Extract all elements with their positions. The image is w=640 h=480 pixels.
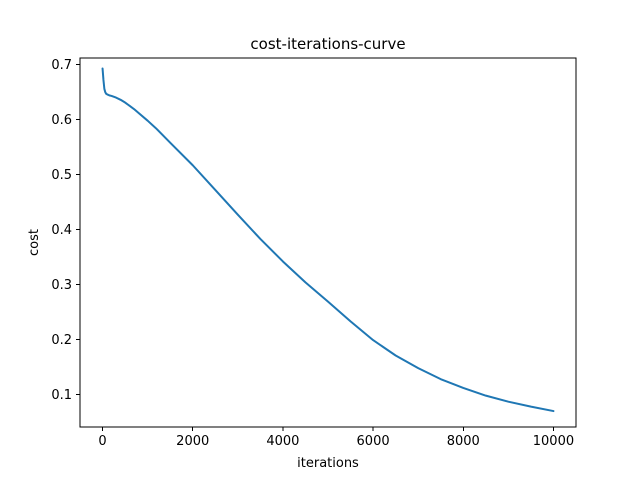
series-layer <box>101 67 555 413</box>
x-axis-label: iterations <box>297 456 359 471</box>
x-axis-ticks: 0 2000 4000 6000 8000 10000 <box>98 427 574 449</box>
y-tick-label: 0.5 <box>51 168 72 183</box>
x-tick-label: 2000 <box>176 434 209 449</box>
y-tick-label: 0.7 <box>51 58 72 73</box>
plot-frame <box>79 57 577 428</box>
x-tick-label: 10000 <box>533 434 574 449</box>
x-tick-label: 4000 <box>266 434 299 449</box>
y-tick-label: 0.4 <box>51 223 72 238</box>
y-axis-label: cost <box>27 229 42 256</box>
y-tick-label: 0.1 <box>51 388 72 403</box>
series-line-0 <box>101 67 555 413</box>
y-tick-label: 0.2 <box>51 333 72 348</box>
chart-title: cost-iterations-curve <box>250 35 405 53</box>
x-tick-label: 0 <box>98 434 106 449</box>
x-tick-label: 6000 <box>357 434 390 449</box>
y-tick-label: 0.3 <box>51 278 72 293</box>
y-tick-label: 0.6 <box>51 113 72 128</box>
y-axis-ticks: 0.1 0.2 0.3 0.4 0.5 0.6 0.7 <box>51 58 80 403</box>
x-tick-label: 8000 <box>447 434 480 449</box>
